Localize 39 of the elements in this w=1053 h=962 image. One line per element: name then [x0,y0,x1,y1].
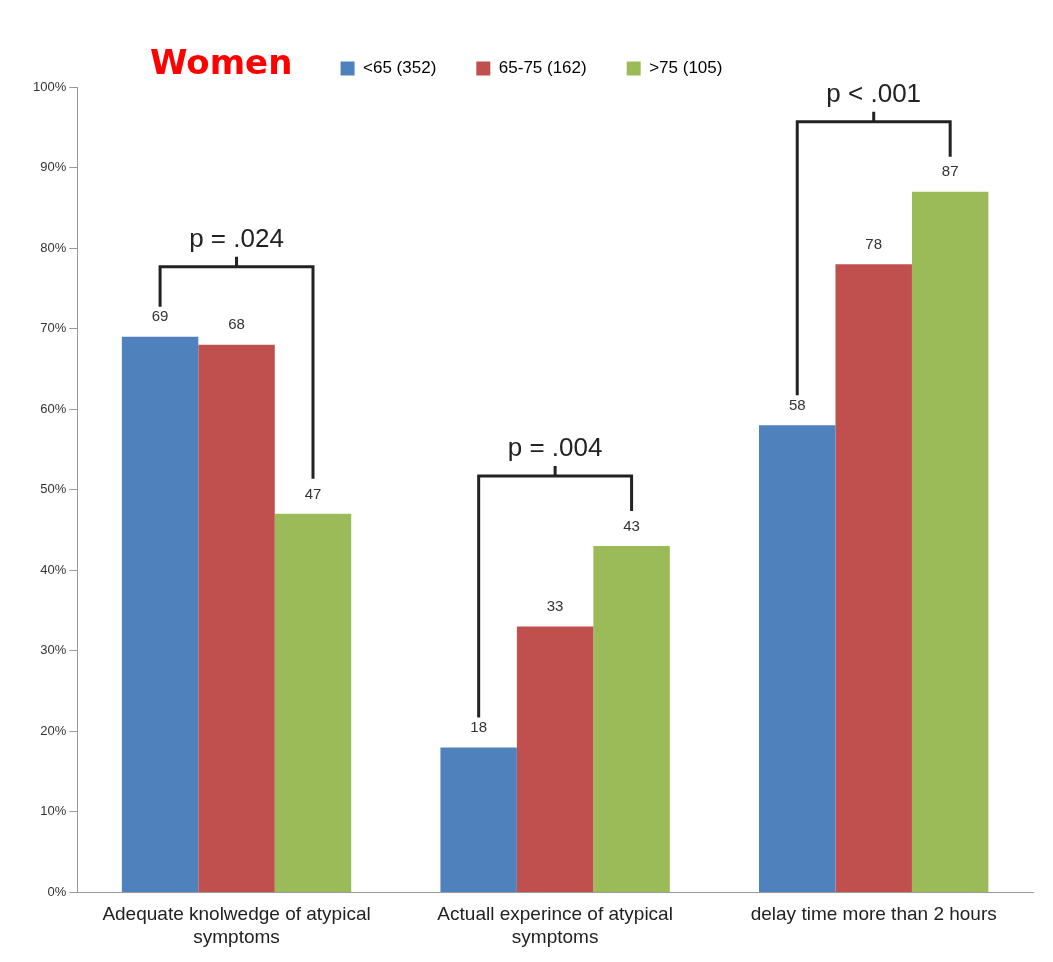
y-tick-label: 80% [40,239,67,255]
data-label: 58 [788,395,806,413]
data-label: 43 [623,516,640,534]
bar [593,546,670,892]
y-tick-label: 100% [33,78,67,94]
data-label: 78 [865,234,883,252]
y-tick-label: 70% [40,320,67,336]
y-tick-label: 40% [40,561,67,577]
bar [121,336,199,892]
annotation: p = .004 [507,432,603,464]
y-tick-label: 30% [40,642,67,658]
y-tick-label: 10% [40,803,67,819]
x-tick-label: Actuall experince of atypical symptoms [437,903,673,947]
bar [835,264,912,892]
legend-label: 65-75 (162) [498,58,587,78]
y-tick-label: 60% [40,400,67,416]
x-tick-label: delay time more than 2 hours [750,903,997,925]
bar [198,344,275,892]
data-label: 18 [470,718,488,736]
legend-label: >75 (105) [649,58,723,78]
bar [516,626,594,892]
data-label: 33 [546,597,564,615]
bar [759,425,836,892]
y-tick-label: 0% [47,883,67,899]
y-tick-label: 50% [40,481,67,497]
annotation: p = .024 [189,222,284,254]
bar [440,747,517,892]
legend-label: <65 (352) [363,58,437,78]
bar [911,191,989,892]
y-tick-label: 90% [40,159,67,175]
data-label: 47 [304,484,322,502]
x-tick-label: Adequate knolwedge of atypical symptoms [102,903,371,947]
data-label: 68 [228,315,245,333]
data-label: 69 [151,307,169,325]
bar [274,513,352,892]
annotation: p < .001 [826,77,922,109]
y-tick-label: 20% [40,722,67,738]
data-label: 87 [941,162,959,180]
chart-title: Women [150,42,293,82]
